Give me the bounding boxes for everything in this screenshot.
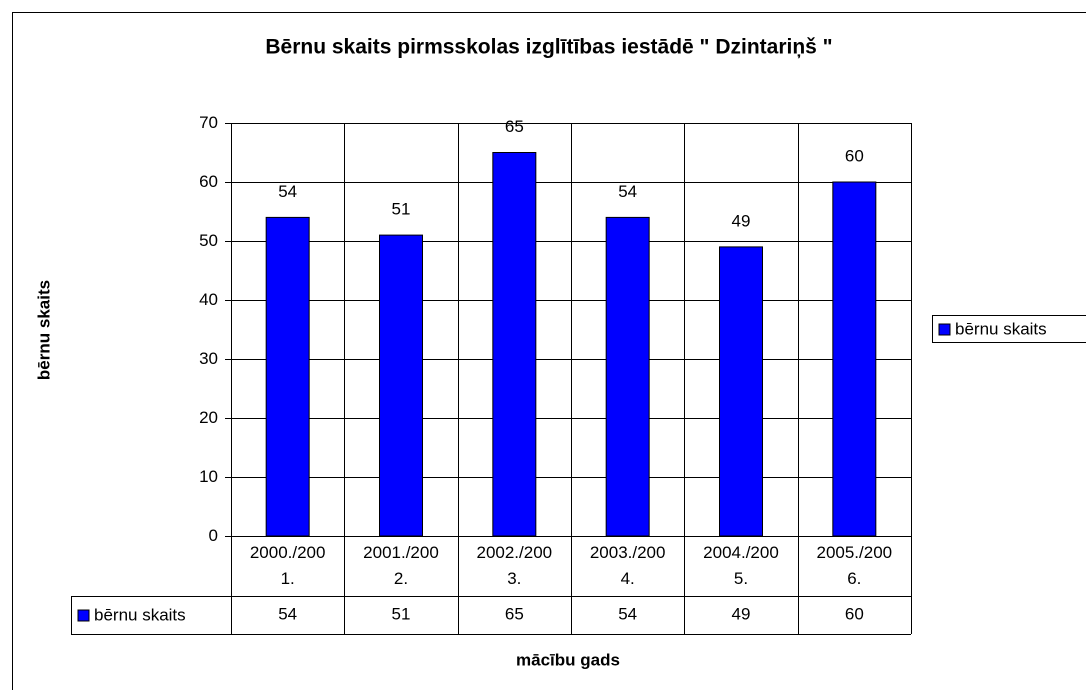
category-cell: 2000./2001. bbox=[249, 543, 326, 588]
x-tick-label: 2005./2006. bbox=[816, 543, 893, 588]
legend-box bbox=[932, 315, 1086, 343]
table-value: 54 bbox=[278, 604, 297, 623]
y-tick-label: 0 bbox=[209, 526, 218, 545]
category-cell: 2004./2005. bbox=[703, 543, 779, 588]
legend-key bbox=[938, 323, 951, 336]
data-label: 49 bbox=[732, 211, 751, 230]
category-cell: 2002./2003. bbox=[476, 543, 553, 588]
bar bbox=[492, 152, 537, 537]
data-label: 65 bbox=[505, 117, 524, 136]
bar bbox=[265, 216, 310, 537]
data-label: 60 bbox=[845, 146, 864, 165]
bar bbox=[719, 246, 763, 537]
chart-title: Bērnu skaits pirmsskolas izglītības iest… bbox=[265, 36, 832, 59]
table-value: 54 bbox=[618, 604, 637, 623]
table-series-name: bērnu skaits bbox=[94, 605, 186, 624]
table-value: 65 bbox=[505, 604, 524, 623]
category-cell: 2005./2006. bbox=[816, 543, 893, 588]
data-label: 54 bbox=[618, 182, 637, 201]
table-value: 51 bbox=[392, 604, 411, 623]
x-tick-label: 2003./2004. bbox=[589, 543, 666, 588]
category-cell: 2003./2004. bbox=[589, 543, 666, 588]
table-legend-key bbox=[77, 609, 90, 622]
x-tick-label: 2002./2003. bbox=[476, 543, 553, 588]
y-tick-label: 40 bbox=[199, 290, 218, 309]
x-tick-label: 2004./2005. bbox=[703, 543, 779, 588]
bar bbox=[379, 234, 423, 537]
y-tick-label: 50 bbox=[199, 231, 218, 250]
y-axis-title: bērnu skaits bbox=[34, 280, 53, 380]
y-tick-label: 20 bbox=[199, 408, 218, 427]
table-value: 60 bbox=[845, 604, 864, 623]
table-value: 49 bbox=[732, 604, 751, 623]
category-cell: 2001./2002. bbox=[363, 543, 439, 588]
data-label: 51 bbox=[392, 200, 411, 219]
bar bbox=[832, 181, 877, 537]
bar bbox=[605, 216, 650, 537]
y-tick-label: 60 bbox=[199, 172, 218, 191]
x-tick-label: 2000./2001. bbox=[249, 543, 326, 588]
x-tick-label: 2001./2002. bbox=[363, 543, 439, 588]
y-tick-label: 30 bbox=[199, 349, 218, 368]
y-tick-label: 70 bbox=[199, 113, 218, 132]
legend-label: bērnu skaits bbox=[955, 319, 1047, 338]
chart-border bbox=[12, 12, 1086, 690]
data-label: 54 bbox=[278, 182, 297, 201]
x-axis-title: mācību gads bbox=[516, 650, 620, 669]
y-tick-label: 10 bbox=[199, 467, 218, 486]
